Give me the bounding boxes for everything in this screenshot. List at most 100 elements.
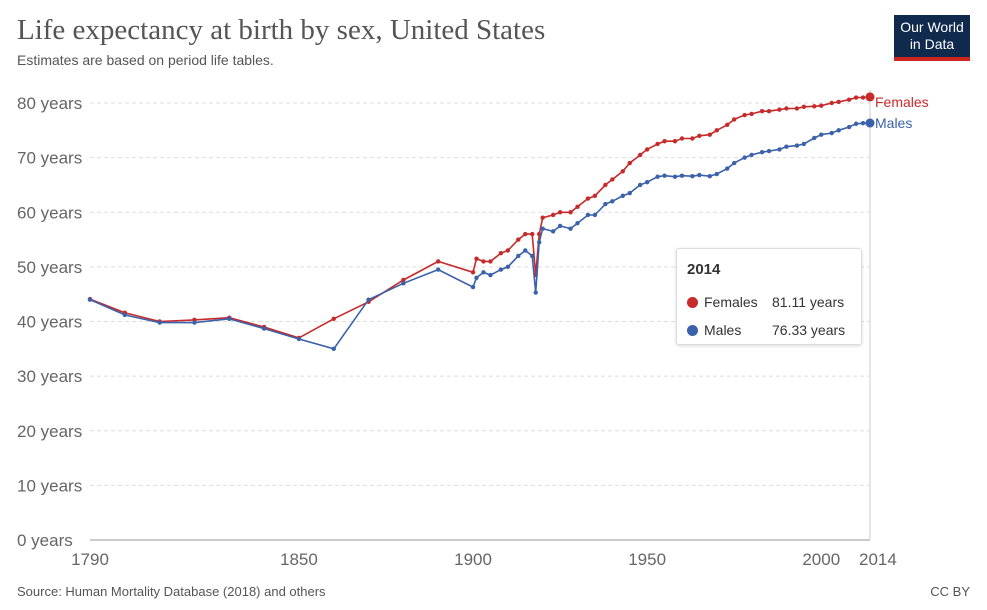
data-point bbox=[644, 180, 650, 185]
data-point bbox=[697, 133, 702, 138]
data-point bbox=[766, 148, 772, 154]
data-point bbox=[742, 155, 747, 160]
data-point bbox=[550, 229, 556, 234]
data-point bbox=[488, 272, 493, 278]
data-point bbox=[157, 320, 162, 325]
data-point bbox=[637, 152, 643, 158]
tooltip-value: 81.11 years bbox=[772, 294, 845, 310]
series-label: Males bbox=[875, 115, 912, 131]
data-point bbox=[575, 220, 580, 226]
data-point bbox=[533, 290, 538, 295]
data-point bbox=[498, 267, 504, 272]
data-point bbox=[662, 173, 667, 178]
x-tick-label: 2000 bbox=[802, 550, 840, 569]
data-point bbox=[672, 174, 678, 179]
data-point bbox=[505, 248, 511, 253]
data-point bbox=[620, 169, 625, 174]
data-point bbox=[829, 130, 834, 136]
data-point bbox=[436, 259, 441, 264]
data-point bbox=[731, 117, 737, 122]
owid-logo[interactable]: Our World in Data bbox=[894, 15, 970, 61]
data-point bbox=[759, 108, 765, 114]
data-point bbox=[819, 103, 824, 108]
data-point bbox=[550, 212, 556, 218]
data-point bbox=[523, 231, 528, 237]
data-point bbox=[536, 240, 542, 245]
data-point bbox=[777, 147, 782, 152]
data-point bbox=[679, 173, 685, 178]
data-point bbox=[860, 95, 866, 100]
data-point bbox=[846, 97, 852, 102]
data-point bbox=[523, 248, 528, 253]
data-point bbox=[592, 212, 598, 218]
tooltip-row-females: Females 81.11 years bbox=[687, 288, 851, 316]
data-point bbox=[498, 251, 504, 256]
data-point bbox=[794, 106, 800, 111]
data-point bbox=[192, 320, 197, 325]
license-link[interactable]: CC BY bbox=[930, 584, 970, 599]
x-tick-label: 2014 bbox=[859, 550, 897, 569]
data-point bbox=[812, 104, 817, 109]
data-point bbox=[516, 237, 521, 242]
data-point bbox=[627, 190, 632, 196]
y-tick-label: 80 years bbox=[17, 94, 82, 113]
data-point bbox=[672, 139, 678, 144]
data-point bbox=[714, 128, 719, 133]
tooltip-year: 2014 bbox=[687, 261, 721, 278]
series-label: Females bbox=[875, 94, 929, 110]
data-point bbox=[481, 270, 486, 275]
data-point bbox=[331, 346, 336, 352]
data-point bbox=[853, 121, 859, 126]
data-point bbox=[731, 160, 737, 166]
end-point bbox=[865, 118, 875, 128]
data-point bbox=[836, 128, 841, 133]
data-point bbox=[836, 99, 841, 105]
chart-title: Life expectancy at birth by sex, United … bbox=[17, 14, 546, 46]
data-point bbox=[853, 95, 859, 100]
data-point bbox=[637, 182, 643, 188]
data-point bbox=[530, 253, 535, 259]
data-point bbox=[592, 193, 598, 199]
data-point bbox=[655, 174, 660, 179]
females-dot-icon bbox=[687, 296, 698, 308]
data-point bbox=[690, 136, 695, 141]
data-point bbox=[620, 193, 625, 199]
data-point bbox=[610, 177, 615, 182]
y-tick-label: 60 years bbox=[17, 203, 82, 222]
data-point bbox=[557, 210, 563, 215]
data-point bbox=[725, 122, 730, 128]
data-point bbox=[540, 226, 545, 231]
data-point bbox=[436, 267, 441, 272]
y-tick-label: 10 years bbox=[17, 476, 82, 495]
data-point bbox=[801, 104, 807, 110]
data-point bbox=[585, 212, 591, 218]
data-point bbox=[296, 336, 302, 342]
x-tick-label: 1850 bbox=[280, 550, 318, 569]
data-point bbox=[679, 136, 685, 141]
data-point bbox=[690, 173, 695, 179]
data-point bbox=[784, 106, 789, 111]
end-point bbox=[865, 92, 875, 102]
data-point bbox=[644, 147, 650, 152]
data-point bbox=[401, 277, 406, 283]
data-point bbox=[488, 259, 493, 264]
data-point bbox=[470, 270, 476, 275]
data-point bbox=[742, 112, 747, 118]
data-point bbox=[777, 107, 782, 112]
data-point bbox=[860, 121, 866, 126]
data-point bbox=[655, 141, 660, 147]
data-point bbox=[474, 256, 479, 261]
data-point bbox=[759, 149, 765, 155]
data-point bbox=[401, 281, 406, 286]
y-tick-label: 40 years bbox=[17, 313, 82, 332]
data-point bbox=[557, 223, 563, 229]
data-point bbox=[846, 124, 852, 130]
data-point bbox=[812, 135, 817, 141]
data-point bbox=[481, 259, 486, 264]
data-point bbox=[819, 132, 824, 137]
source-note[interactable]: Source: Human Mortality Database (2018) … bbox=[17, 584, 326, 599]
males-dot-icon bbox=[687, 324, 698, 336]
data-point bbox=[801, 141, 807, 147]
